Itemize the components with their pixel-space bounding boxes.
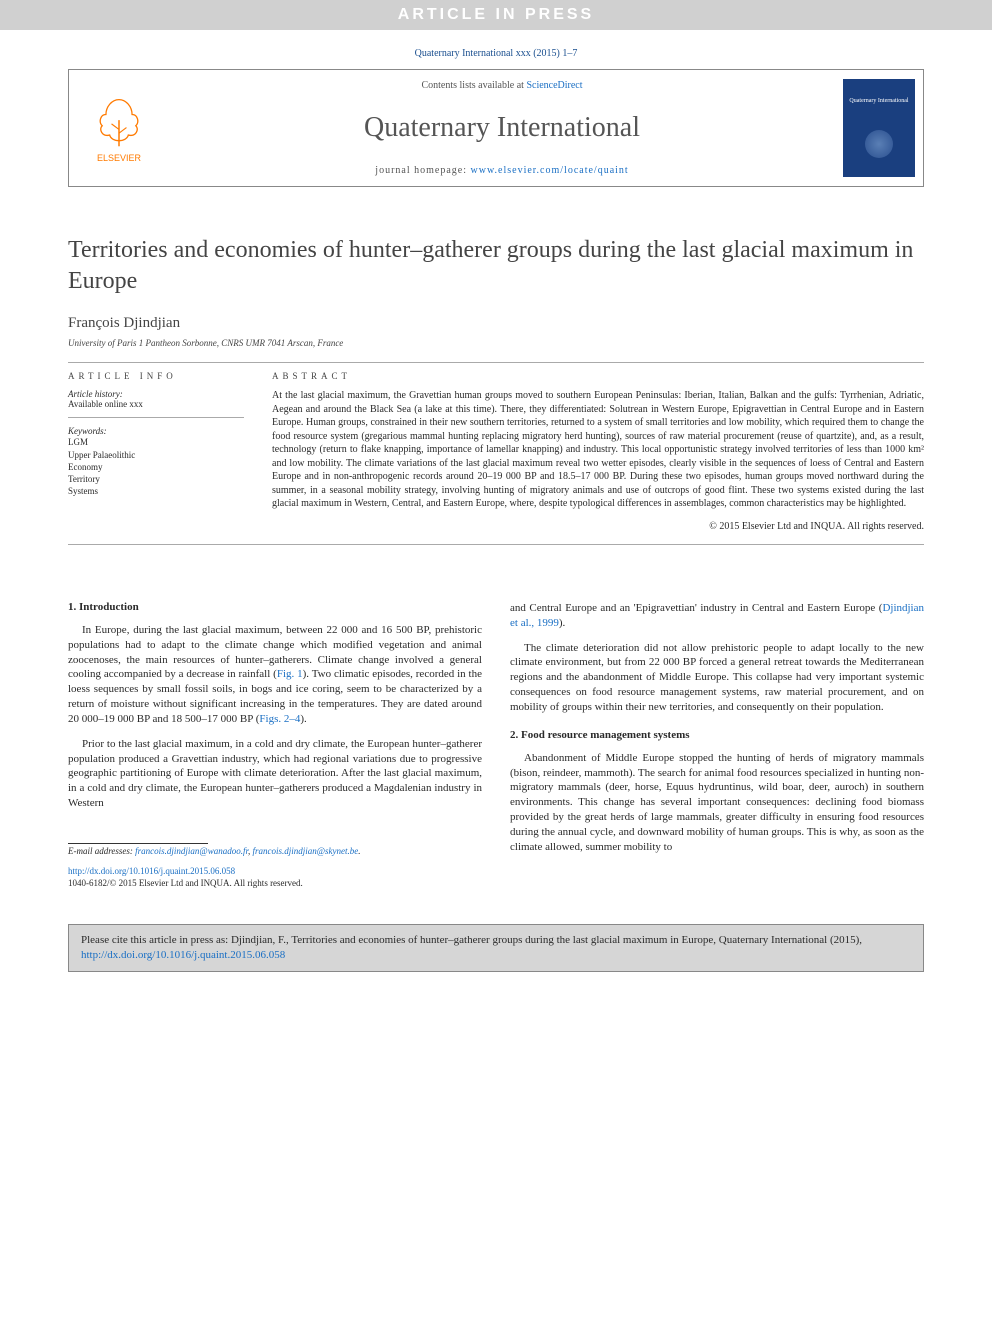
- section-1-heading: 1. Introduction: [68, 601, 482, 613]
- keyword-item[interactable]: Upper Palaeolithic: [68, 449, 244, 461]
- article-in-press-banner: ARTICLE IN PRESS: [0, 0, 992, 30]
- sciencedirect-link[interactable]: ScienceDirect: [526, 80, 582, 91]
- figure-1-link[interactable]: Fig. 1: [277, 668, 303, 680]
- figures-2-4-link[interactable]: Figs. 2–4: [259, 713, 300, 725]
- abstract-text: At the last glacial maximum, the Gravett…: [272, 389, 924, 511]
- history-value: Available online xxx: [68, 399, 244, 409]
- elsevier-logo[interactable]: ELSEVIER: [69, 70, 169, 186]
- email-end: .: [358, 846, 360, 856]
- keyword-item[interactable]: Systems: [68, 485, 244, 497]
- section-1-para-4: The climate deterioration did not allow …: [510, 641, 924, 715]
- article-title: Territories and economies of hunter–gath…: [68, 235, 924, 297]
- author-name[interactable]: François Djindjian: [68, 315, 924, 332]
- section-1-para-2: Prior to the last glacial maximum, in a …: [68, 737, 482, 811]
- email-link-2[interactable]: francois.djindjian@skynet.be: [252, 846, 358, 856]
- left-column: 1. Introduction In Europe, during the la…: [68, 601, 482, 888]
- email-line: E-mail addresses: francois.djindjian@wan…: [68, 846, 482, 856]
- contents-prefix: Contents lists available at: [421, 80, 526, 91]
- article-history-block: Article history: Available online xxx: [68, 389, 244, 418]
- section-1-para-3: and Central Europe and an 'Epigravettian…: [510, 601, 924, 631]
- keywords-block: Keywords: LGM Upper Palaeolithic Economy…: [68, 426, 244, 497]
- history-label: Article history:: [68, 389, 244, 399]
- cover-badge-icon: [865, 130, 893, 158]
- footnote-rule: [68, 843, 208, 844]
- article-info-column: ARTICLE INFO Article history: Available …: [68, 371, 244, 532]
- elsevier-label: ELSEVIER: [97, 153, 141, 163]
- info-abstract-row: ARTICLE INFO Article history: Available …: [68, 363, 924, 544]
- contents-lists-line: Contents lists available at ScienceDirec…: [421, 80, 582, 91]
- doi-line: http://dx.doi.org/10.1016/j.quaint.2015.…: [68, 866, 482, 876]
- keyword-item[interactable]: Economy: [68, 461, 244, 473]
- keyword-item[interactable]: Territory: [68, 473, 244, 485]
- cover-title-text: Quaternary International: [849, 98, 908, 104]
- homepage-prefix: journal homepage:: [375, 165, 470, 176]
- homepage-line: journal homepage: www.elsevier.com/locat…: [375, 165, 628, 176]
- journal-header: ELSEVIER Contents lists available at Sci…: [68, 69, 924, 187]
- para-text: and Central Europe and an 'Epigravettian…: [510, 602, 882, 614]
- para-text: ).: [559, 617, 565, 629]
- right-column: and Central Europe and an 'Epigravettian…: [510, 601, 924, 888]
- email-link-1[interactable]: francois.djindjian@wanadoo.fr: [135, 846, 248, 856]
- elsevier-tree-icon: [91, 94, 147, 150]
- cite-this-article-box: Please cite this article in press as: Dj…: [68, 924, 924, 972]
- cite-text: Please cite this article in press as: Dj…: [81, 934, 862, 946]
- email-label: E-mail addresses:: [68, 846, 135, 856]
- author-affiliation: University of Paris 1 Pantheon Sorbonne,…: [68, 338, 924, 348]
- article-info-heading: ARTICLE INFO: [68, 371, 244, 381]
- body-columns: 1. Introduction In Europe, during the la…: [68, 601, 924, 888]
- abstract-column: ABSTRACT At the last glacial maximum, th…: [272, 371, 924, 532]
- doi-link[interactable]: http://dx.doi.org/10.1016/j.quaint.2015.…: [68, 866, 235, 876]
- keywords-label: Keywords:: [68, 426, 244, 436]
- cite-doi-link[interactable]: http://dx.doi.org/10.1016/j.quaint.2015.…: [81, 949, 285, 961]
- page-footer: E-mail addresses: francois.djindjian@wan…: [68, 843, 482, 888]
- journal-cover-thumbnail[interactable]: Quaternary International: [835, 70, 923, 186]
- abstract-copyright: © 2015 Elsevier Ltd and INQUA. All right…: [272, 521, 924, 532]
- journal-title: Quaternary International: [364, 112, 640, 144]
- issn-copyright-line: 1040-6182/© 2015 Elsevier Ltd and INQUA.…: [68, 878, 482, 888]
- section-2-para-1: Abandonment of Middle Europe stopped the…: [510, 751, 924, 855]
- divider: [68, 544, 924, 545]
- keywords-list: LGM Upper Palaeolithic Economy Territory…: [68, 436, 244, 497]
- citation-top: Quaternary International xxx (2015) 1–7: [0, 30, 992, 69]
- homepage-link[interactable]: www.elsevier.com/locate/quaint: [471, 165, 629, 176]
- cover-image: Quaternary International: [843, 79, 915, 177]
- keyword-item[interactable]: LGM: [68, 436, 244, 448]
- section-2-heading: 2. Food resource management systems: [510, 729, 924, 741]
- abstract-heading: ABSTRACT: [272, 371, 924, 381]
- para-text: ).: [300, 713, 306, 725]
- header-center: Contents lists available at ScienceDirec…: [169, 70, 835, 186]
- section-1-para-1: In Europe, during the last glacial maxim…: [68, 623, 482, 727]
